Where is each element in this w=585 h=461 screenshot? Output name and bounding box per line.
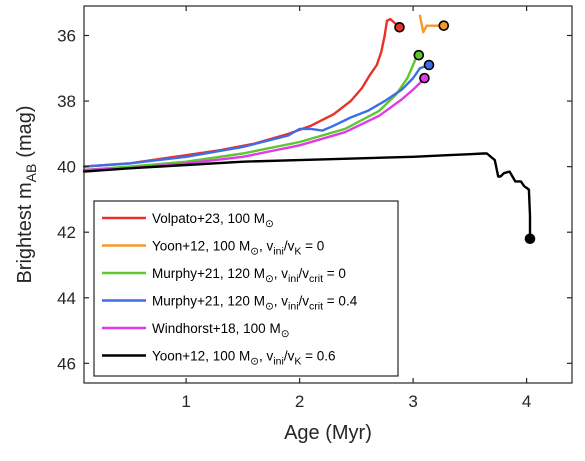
legend-entry-2: Murphy+21, 120 M⊙, vini/vcrit = 0 xyxy=(152,266,346,285)
series-end-marker-0 xyxy=(394,22,405,33)
y-tick-label: 36 xyxy=(57,27,76,46)
x-tick-label: 3 xyxy=(408,392,417,411)
plot-frame xyxy=(83,5,573,384)
series-line-2 xyxy=(82,54,420,172)
legend-entry-5: Yoon+12, 100 M⊙, vini/vK = 0.6 xyxy=(152,349,336,368)
y-axis-label-unit: (mag) xyxy=(14,105,36,157)
legend-entry-0: Volpato+23, 100 M⊙ xyxy=(152,211,274,230)
y-tick-label: 42 xyxy=(57,223,76,242)
legend: Volpato+23, 100 M⊙ Yoon+12, 100 M⊙, vini/… xyxy=(93,200,399,377)
series-end-marker-2 xyxy=(413,49,425,61)
legend-box xyxy=(93,200,399,377)
y-axis-label-main: Brightest m xyxy=(14,182,36,283)
x-tick-label: 2 xyxy=(295,392,304,411)
y-tick-label: 40 xyxy=(57,158,76,177)
series-line-4 xyxy=(82,76,426,172)
legend-entry-3: Murphy+21, 120 M⊙, vini/vcrit = 0.4 xyxy=(152,294,358,313)
x-tick-label: 1 xyxy=(181,392,190,411)
x-tick-label: 4 xyxy=(522,392,531,411)
series-line-5 xyxy=(82,152,532,241)
series-line-3 xyxy=(82,63,431,168)
y-tick-label: 44 xyxy=(57,289,76,308)
series-end-marker-5 xyxy=(524,233,536,245)
y-tick-label: 38 xyxy=(57,92,76,111)
series-line-1 xyxy=(418,14,445,34)
series-end-marker-1 xyxy=(438,20,450,31)
series-line-0 xyxy=(82,17,401,168)
x-axis-label: Age (Myr) xyxy=(284,422,372,444)
y-tick-label: 46 xyxy=(57,354,76,373)
series-end-marker-4 xyxy=(419,72,430,84)
legend-entry-1: Yoon+12, 100 M⊙, vini/vK = 0 xyxy=(152,239,324,258)
series-end-marker-3 xyxy=(423,59,435,71)
legend-entry-4: Windhorst+18, 100 M⊙ xyxy=(152,321,290,340)
y-axis-label-sub: AB xyxy=(23,164,39,183)
y-axis-label: Brightest mAB (mag) xyxy=(14,105,39,283)
data-layer xyxy=(82,14,536,245)
